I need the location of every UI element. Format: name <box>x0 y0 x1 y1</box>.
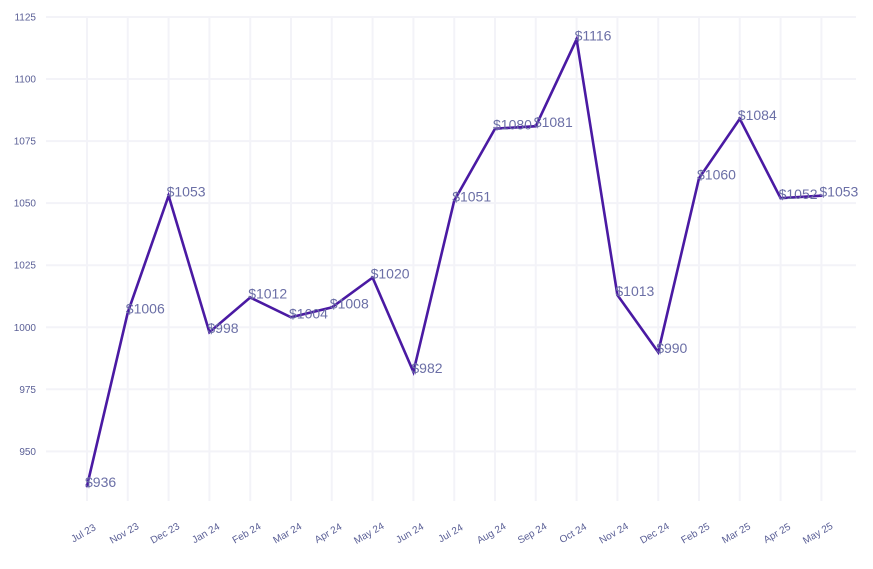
data-point <box>820 194 823 197</box>
x-tick-label: Nov 23 <box>108 521 141 547</box>
x-axis-ticks: Jul 23 Nov 23 Dec 23 Jan 24 Feb 24 Mar 24 Apr … <box>69 521 835 547</box>
data-labels: $936 $1006 $1053 $998 $1012$1004$1008$1020 $9… <box>85 27 859 490</box>
data-point <box>126 311 129 314</box>
data-label: $936 <box>85 474 116 490</box>
data-label: $1060 <box>697 166 736 182</box>
y-tick-label: 1025 <box>14 261 37 272</box>
x-tick-label: Dec 24 <box>638 521 671 547</box>
y-tick-label: 950 <box>19 447 36 458</box>
data-point <box>738 117 741 120</box>
data-point <box>208 331 211 334</box>
data-label: $1053 <box>167 184 206 200</box>
data-label: $1084 <box>738 107 777 123</box>
data-point <box>85 484 89 488</box>
data-label: $990 <box>656 340 687 356</box>
data-label: $1020 <box>371 266 410 282</box>
data-label: $1081 <box>534 114 573 130</box>
data-label: $1006 <box>126 300 165 316</box>
x-tick-label: Jul 23 <box>69 522 98 545</box>
data-point <box>575 38 578 41</box>
grid-lines <box>46 16 856 501</box>
data-label: $1008 <box>330 295 369 311</box>
data-label: $1053 <box>819 184 858 200</box>
x-tick-label: Oct 24 <box>558 521 589 545</box>
x-tick-label: Apr 24 <box>313 521 344 545</box>
x-tick-label: May 24 <box>352 521 386 547</box>
data-point <box>371 276 374 279</box>
data-point <box>412 370 415 374</box>
x-tick-label: Mar 24 <box>272 521 305 546</box>
data-point <box>657 350 660 354</box>
data-label: $982 <box>411 360 442 376</box>
data-point <box>330 306 333 309</box>
data-point <box>289 316 293 319</box>
data-point <box>493 127 497 130</box>
data-point <box>453 199 456 202</box>
data-label: $1013 <box>615 283 654 299</box>
x-tick-label: Nov 24 <box>598 521 631 547</box>
data-label: $1004 <box>289 305 328 321</box>
x-tick-label: Jul 24 <box>437 522 466 545</box>
y-tick-label: 1075 <box>14 137 37 148</box>
data-label: $1012 <box>248 285 287 301</box>
x-tick-label: Apr 25 <box>762 521 793 545</box>
data-point <box>534 125 537 128</box>
data-point <box>167 194 170 197</box>
x-tick-label: Aug 24 <box>475 521 508 547</box>
x-tick-label: Sep 24 <box>516 521 549 547</box>
y-axis-ticks: 950 975 1000 1025 1050 1075 1100 1125 <box>14 13 37 458</box>
x-tick-label: Dec 23 <box>149 521 182 547</box>
data-label: $1052 <box>779 186 818 202</box>
data-label: $1116 <box>575 27 612 43</box>
y-tick-label: 1050 <box>14 199 37 210</box>
data-point <box>779 196 782 200</box>
x-tick-label: Jan 24 <box>190 521 222 546</box>
x-tick-label: Feb 24 <box>231 521 264 546</box>
x-tick-label: Jun 24 <box>394 521 426 546</box>
y-tick-label: 975 <box>19 385 36 396</box>
data-point <box>616 293 619 297</box>
data-point <box>249 296 252 299</box>
y-tick-label: 1100 <box>14 75 36 86</box>
series-lines <box>85 34 823 488</box>
y-tick-label: 1000 <box>14 323 37 334</box>
y-tick-label: 1125 <box>14 13 36 24</box>
data-label: $998 <box>207 320 238 336</box>
x-tick-label: Feb 25 <box>680 521 713 546</box>
data-label: $1080 <box>493 117 532 133</box>
x-tick-label: Mar 25 <box>720 521 753 546</box>
data-label: $1051 <box>452 189 491 205</box>
data-point <box>697 177 701 180</box>
x-tick-label: May 25 <box>801 521 835 547</box>
